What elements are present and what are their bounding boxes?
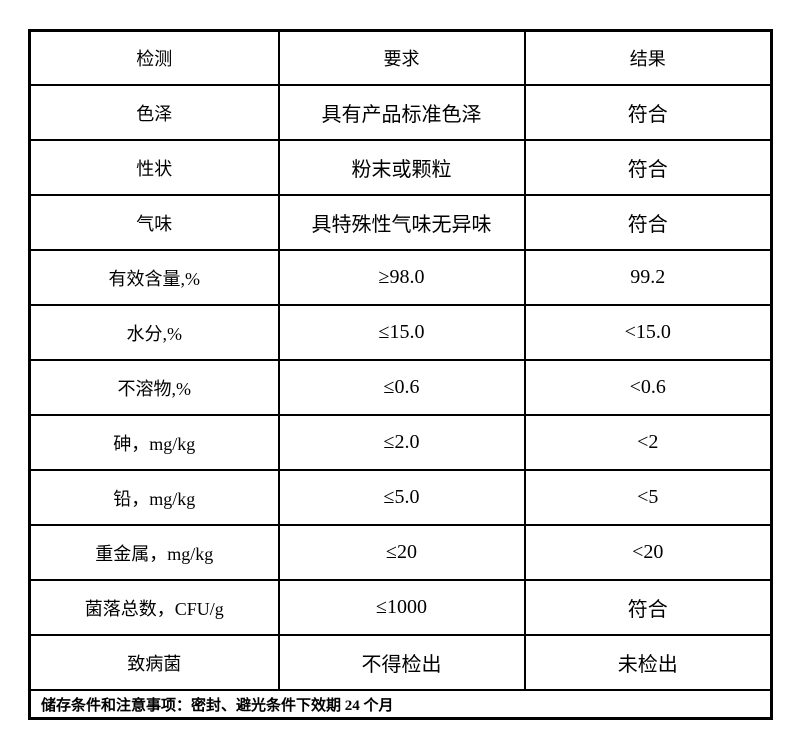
cell-result: 符合	[523, 84, 773, 141]
table-row: 致病菌 不得检出 未检出	[28, 634, 773, 691]
footer-row: 储存条件和注意事项：密封、避光条件下效期 24 个月	[28, 689, 773, 720]
cell-item: 不溶物,%	[28, 359, 280, 416]
cell-result: 未检出	[523, 634, 773, 691]
cell-result: <15.0	[523, 304, 773, 361]
cell-requirement: 具有产品标准色泽	[277, 84, 526, 141]
column-header-test: 检测	[28, 29, 280, 86]
cell-item: 铅，mg/kg	[28, 469, 280, 526]
cell-requirement: ≤0.6	[277, 359, 526, 416]
cell-requirement: ≤20	[277, 524, 526, 581]
cell-requirement: 不得检出	[277, 634, 526, 691]
cell-result: 99.2	[523, 249, 773, 306]
column-header-result: 结果	[523, 29, 773, 86]
cell-requirement: ≥98.0	[277, 249, 526, 306]
cell-item: 致病菌	[28, 634, 280, 691]
cell-requirement: ≤15.0	[277, 304, 526, 361]
storage-note: 储存条件和注意事项：密封、避光条件下效期 24 个月	[28, 689, 773, 720]
cell-requirement: ≤5.0	[277, 469, 526, 526]
cell-item: 菌落总数，CFU/g	[28, 579, 280, 636]
cell-requirement: ≤1000	[277, 579, 526, 636]
cell-result: <2	[523, 414, 773, 471]
cell-result: <5	[523, 469, 773, 526]
cell-result: 符合	[523, 139, 773, 196]
cell-result: <0.6	[523, 359, 773, 416]
cell-item: 重金属，mg/kg	[28, 524, 280, 581]
cell-item: 色泽	[28, 84, 280, 141]
table-row: 有效含量,% ≥98.0 99.2	[28, 249, 773, 306]
cell-item: 砷，mg/kg	[28, 414, 280, 471]
cell-requirement: 粉末或颗粒	[277, 139, 526, 196]
header-row: 检测 要求 结果	[28, 29, 773, 86]
table-row: 重金属，mg/kg ≤20 <20	[28, 524, 773, 581]
cell-item: 气味	[28, 194, 280, 251]
cell-item: 水分,%	[28, 304, 280, 361]
table-row: 色泽 具有产品标准色泽 符合	[28, 84, 773, 141]
cell-result: 符合	[523, 579, 773, 636]
table-row: 铅，mg/kg ≤5.0 <5	[28, 469, 773, 526]
table-row: 气味 具特殊性气味无异味 符合	[28, 194, 773, 251]
table-row: 菌落总数，CFU/g ≤1000 符合	[28, 579, 773, 636]
cell-result: 符合	[523, 194, 773, 251]
cell-requirement: ≤2.0	[277, 414, 526, 471]
table-row: 不溶物,% ≤0.6 <0.6	[28, 359, 773, 416]
cell-result: <20	[523, 524, 773, 581]
cell-requirement: 具特殊性气味无异味	[277, 194, 526, 251]
cell-item: 有效含量,%	[28, 249, 280, 306]
table-body: 色泽 具有产品标准色泽 符合 性状 粉末或颗粒 符合 气味 具特殊性气味无异味 符合 有效含量,%…	[28, 84, 773, 691]
cell-item: 性状	[28, 139, 280, 196]
table-row: 砷，mg/kg ≤2.0 <2	[28, 414, 773, 471]
table-row: 性状 粉末或颗粒 符合	[28, 139, 773, 196]
inspection-table: 检测 要求 结果 色泽 具有产品标准色泽 符合 性状 粉末或颗粒 符合 气味 具特殊性气味无异…	[28, 29, 773, 720]
table-row: 水分,% ≤15.0 <15.0	[28, 304, 773, 361]
column-header-requirement: 要求	[277, 29, 526, 86]
